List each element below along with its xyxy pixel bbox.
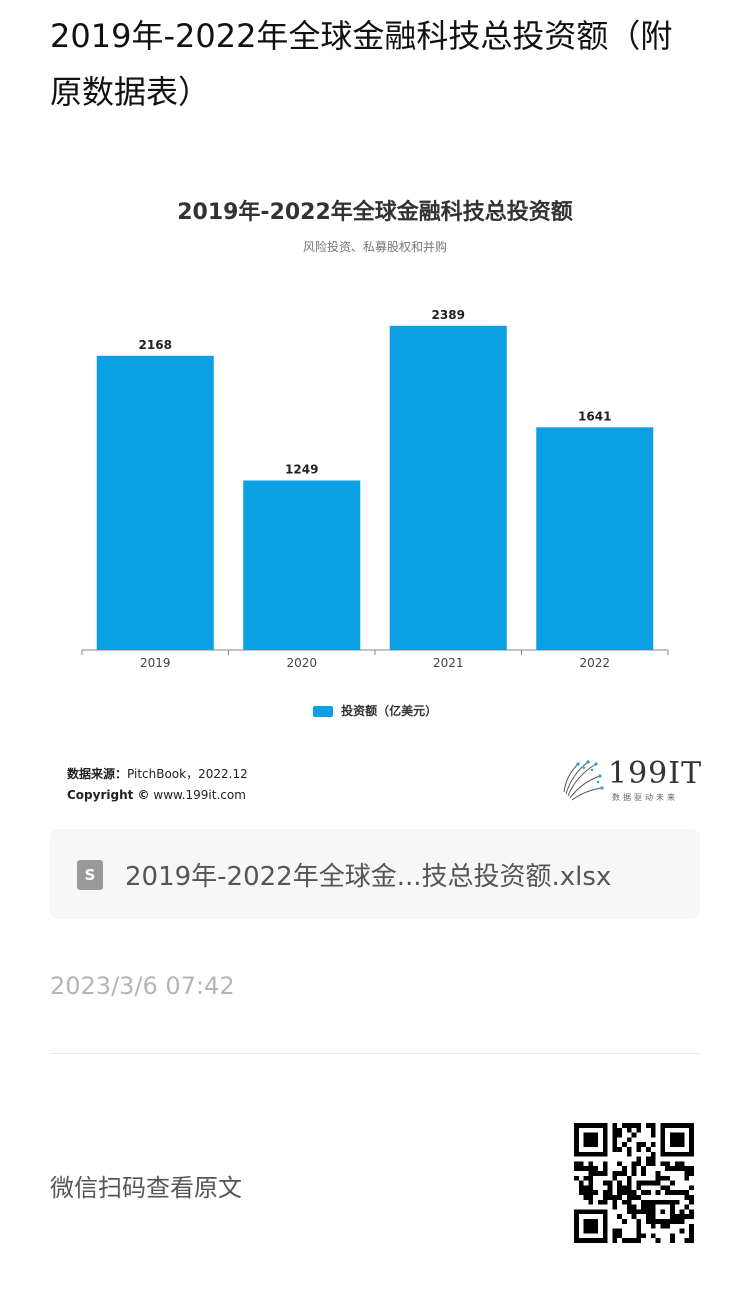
brand-slogan: 数据驱动未来 xyxy=(612,793,678,802)
source-label: 数据来源： xyxy=(67,767,128,781)
bar-2021 xyxy=(389,325,507,650)
attachment-file-name[interactable]: 2019年-2022年全球金...技总投资额.xlsx xyxy=(125,862,612,892)
legend-swatch xyxy=(312,706,333,717)
bar-2022 xyxy=(536,427,654,650)
post-timestamp: 2023/3/6 07:42 xyxy=(50,972,235,1000)
chart-title: 2019年-2022年全球金融科技总投资额 xyxy=(177,200,573,225)
scan-to-view-text: 微信扫码查看原文 xyxy=(50,1174,242,1202)
x-tick-label-2022: 2022 xyxy=(579,656,610,670)
bar-2020 xyxy=(243,480,361,650)
copyright-value: www.199it.com xyxy=(153,788,246,802)
attachment-card[interactable]: S 2019年-2022年全球金...技总投资额.xlsx xyxy=(50,829,700,919)
bar-chart: 2168 2019 1249 2020 2389 2021 1641 2022 xyxy=(81,308,669,670)
bar-2019 xyxy=(96,355,214,650)
x-tick-label-2020: 2020 xyxy=(286,656,317,670)
article-title: 2019年-2022年全球金融科技总投资额（附原数据表） xyxy=(50,17,673,111)
chart-subtitle: 风险投资、私募股权和并购 xyxy=(302,240,447,254)
spreadsheet-file-icon: S xyxy=(77,860,103,890)
chart-source: 数据来源：PitchBook，2022.12 Copyright © www.1… xyxy=(67,764,248,806)
dandelion-logo-icon xyxy=(563,760,604,801)
data-label-2021: 2389 xyxy=(432,308,465,322)
copyright-label: Copyright © xyxy=(67,788,150,802)
data-label-2020: 1249 xyxy=(285,462,318,476)
x-tick-label-2019: 2019 xyxy=(140,656,171,670)
brand-name: 199IT xyxy=(608,756,703,791)
chart-image: 2168 2019 1249 2020 2389 2021 1641 2022 2019年-2… xyxy=(0,170,750,810)
legend-label: 投资额（亿美元） xyxy=(341,704,438,718)
source-value: PitchBook，2022.12 xyxy=(127,767,248,781)
divider xyxy=(50,1053,700,1054)
data-label-2022: 1641 xyxy=(578,409,611,423)
data-label-2019: 2168 xyxy=(139,338,172,352)
x-tick-label-2021: 2021 xyxy=(433,656,464,670)
chart-legend: 投资额（亿美元） xyxy=(0,702,750,719)
qr-code-icon[interactable] xyxy=(574,1123,694,1243)
brand-logo: 199IT 数据驱动未来 xyxy=(558,756,701,804)
